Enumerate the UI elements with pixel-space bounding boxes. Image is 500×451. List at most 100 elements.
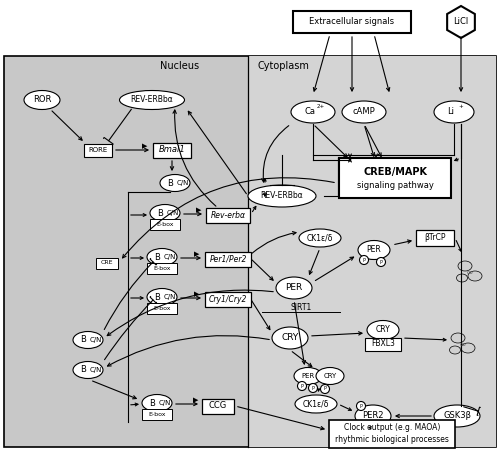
Text: B: B [167, 179, 173, 188]
Text: CRY: CRY [282, 333, 298, 342]
Text: Ca: Ca [304, 106, 316, 115]
Ellipse shape [461, 343, 475, 353]
Ellipse shape [73, 362, 103, 378]
Text: REV-ERBbα: REV-ERBbα [260, 192, 304, 201]
Text: B: B [80, 336, 86, 345]
Bar [205, 291, 251, 307]
Text: C/N: C/N [159, 400, 171, 406]
Ellipse shape [147, 289, 177, 305]
Text: E-box: E-box [153, 305, 171, 310]
Text: B: B [154, 253, 160, 262]
Bar [202, 399, 234, 414]
Text: ▶: ▶ [194, 251, 200, 257]
Ellipse shape [272, 327, 308, 349]
Text: CRY: CRY [376, 326, 390, 335]
Ellipse shape [434, 405, 480, 427]
Text: C/N: C/N [164, 294, 176, 300]
Bar [4, 56, 496, 447]
Text: Cytoplasm: Cytoplasm [258, 61, 310, 71]
Text: E-box: E-box [153, 266, 171, 271]
Text: Extracellular signals: Extracellular signals [310, 18, 394, 27]
Text: C/N: C/N [90, 367, 102, 373]
Ellipse shape [142, 395, 172, 411]
Ellipse shape [316, 368, 344, 385]
Ellipse shape [299, 229, 341, 247]
Bar [329, 420, 455, 448]
Ellipse shape [291, 101, 335, 123]
Ellipse shape [276, 277, 312, 299]
Text: P: P [362, 258, 366, 262]
Ellipse shape [308, 383, 318, 392]
Text: P: P [300, 383, 304, 388]
Ellipse shape [458, 261, 472, 271]
Text: ▶: ▶ [142, 143, 148, 149]
Bar [365, 337, 401, 350]
Text: P: P [360, 404, 362, 409]
Text: cAMP: cAMP [352, 107, 376, 116]
Text: rhythmic biological processes: rhythmic biological processes [335, 436, 449, 445]
Text: oo: oo [466, 270, 473, 275]
Bar [416, 230, 454, 246]
Text: C/N: C/N [177, 180, 189, 186]
Text: C/N: C/N [164, 254, 176, 260]
Ellipse shape [150, 204, 180, 221]
Ellipse shape [73, 331, 103, 349]
Bar [205, 252, 251, 267]
Text: P: P [312, 386, 314, 391]
Ellipse shape [376, 258, 386, 267]
Ellipse shape [434, 101, 474, 123]
Text: Per1/Per2: Per1/Per2 [210, 254, 246, 263]
Ellipse shape [450, 346, 460, 354]
Ellipse shape [468, 271, 482, 281]
Text: C/N: C/N [167, 210, 179, 216]
Text: P: P [380, 259, 382, 264]
Text: CRY: CRY [324, 373, 336, 379]
Text: B: B [149, 399, 155, 408]
Text: B: B [154, 293, 160, 302]
Text: B: B [80, 365, 86, 374]
Ellipse shape [367, 321, 399, 340]
Ellipse shape [248, 185, 316, 207]
Text: LiCl: LiCl [454, 18, 468, 27]
Ellipse shape [355, 405, 391, 427]
Text: PER: PER [302, 373, 314, 379]
Text: RORE: RORE [88, 147, 108, 153]
Text: ▶: ▶ [194, 291, 200, 297]
Bar [147, 303, 177, 313]
Text: E-box: E-box [156, 221, 174, 226]
Text: ROR: ROR [33, 96, 51, 105]
Text: Rev-erbα: Rev-erbα [210, 211, 246, 220]
Bar [150, 218, 180, 230]
Ellipse shape [24, 91, 60, 110]
Ellipse shape [295, 395, 337, 413]
Ellipse shape [342, 101, 386, 123]
Bar [293, 11, 411, 33]
Text: +: + [458, 105, 464, 110]
Bar [147, 262, 177, 273]
Ellipse shape [358, 240, 390, 259]
Ellipse shape [120, 91, 184, 110]
Text: CREB/MAPK: CREB/MAPK [363, 167, 427, 177]
Bar [96, 258, 118, 268]
Ellipse shape [320, 385, 330, 394]
Polygon shape [447, 6, 475, 38]
Ellipse shape [147, 249, 177, 266]
Text: E-box: E-box [148, 411, 166, 417]
Text: PER: PER [366, 245, 382, 254]
Text: Nucleus: Nucleus [160, 61, 200, 71]
Bar [206, 207, 250, 222]
Bar [248, 56, 496, 447]
Text: PER: PER [286, 284, 302, 293]
Text: CCG: CCG [209, 401, 227, 410]
Bar [153, 143, 191, 157]
Text: FBXL3: FBXL3 [371, 340, 395, 349]
Text: CRE: CRE [101, 261, 113, 266]
Text: βTrCP: βTrCP [424, 234, 446, 243]
Bar [84, 143, 112, 156]
Ellipse shape [160, 175, 190, 192]
Text: ▶: ▶ [196, 207, 202, 213]
Bar [339, 158, 451, 198]
Text: SIRT1: SIRT1 [290, 304, 312, 313]
Bar [142, 409, 172, 419]
Text: 2+: 2+ [317, 105, 325, 110]
